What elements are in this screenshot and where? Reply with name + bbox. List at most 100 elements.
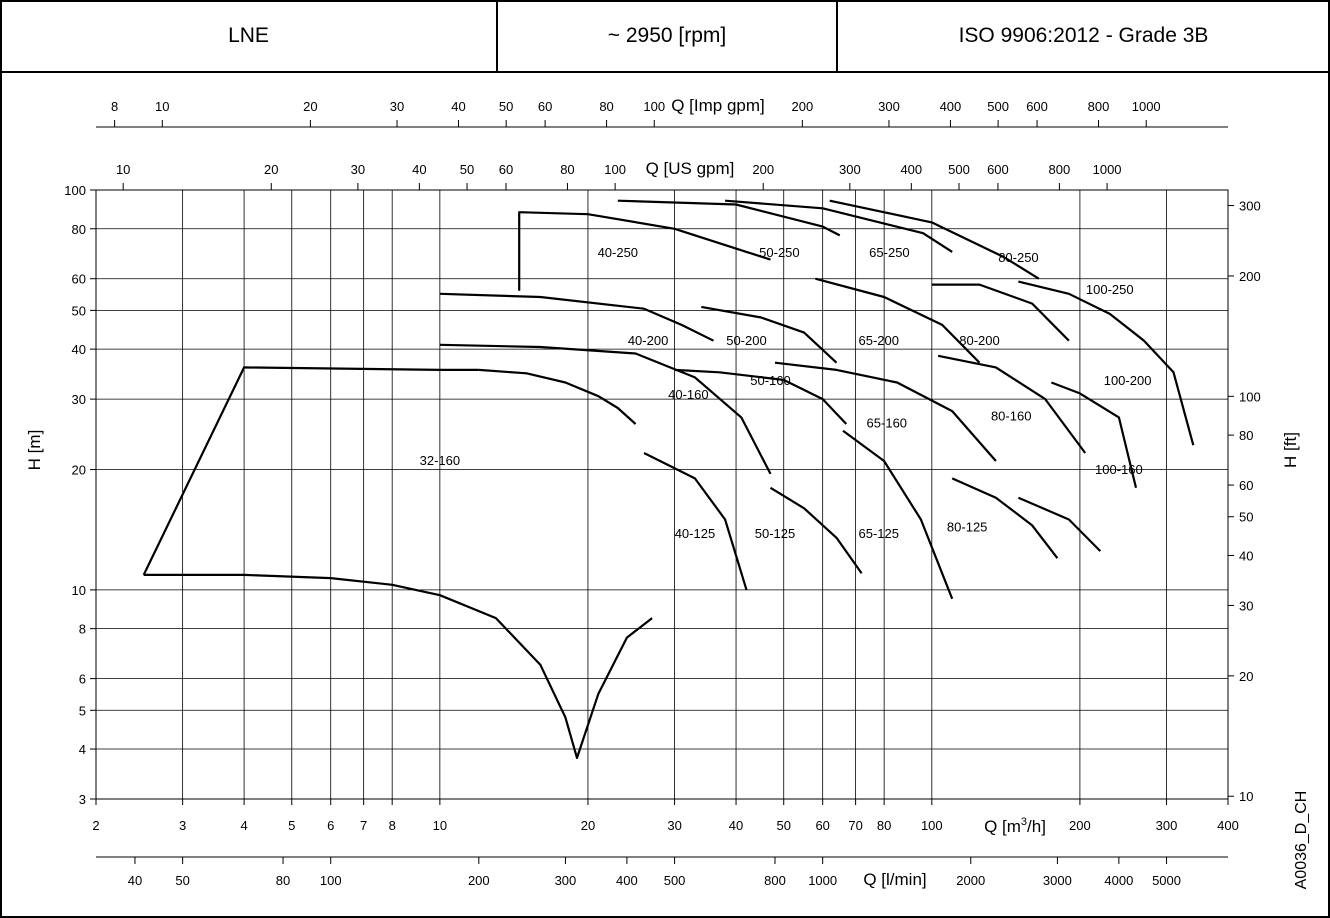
lmin-tick-label: 40: [128, 873, 142, 888]
lmin-axis-label: Q [l/min]: [863, 870, 926, 889]
pump-curve: [1018, 280, 1195, 446]
pump-model-label: 50-250: [759, 245, 799, 260]
pump-model-label: 40-200: [628, 333, 668, 348]
y2-tick-label: 100: [1239, 389, 1261, 404]
x-tick-label: 7: [360, 818, 367, 833]
x-tick-label: 80: [877, 818, 891, 833]
y-tick-label: 80: [72, 222, 86, 237]
pump-curve: [931, 283, 1070, 342]
x-tick-label: 8: [389, 818, 396, 833]
y-tick-label: 4: [79, 742, 86, 757]
x-tick-label: 70: [848, 818, 862, 833]
pump-model-label: 65-250: [869, 245, 909, 260]
y-tick-label: 8: [79, 622, 86, 637]
y-tick-label: 100: [64, 183, 86, 198]
y2-tick-label: 10: [1239, 789, 1253, 804]
pump-curve: [617, 199, 841, 237]
pump-curve: [1051, 381, 1138, 489]
pump-curve: [815, 277, 981, 364]
pump-curve: [439, 343, 772, 475]
impgpm-tick-label: 8: [111, 99, 118, 114]
impgpm-tick-label: 800: [1088, 99, 1110, 114]
pump-curve: [842, 429, 954, 600]
lmin-tick-label: 1000: [808, 873, 837, 888]
usgpm-tick-label: 400: [900, 162, 922, 177]
impgpm-tick-label: 80: [599, 99, 613, 114]
x-axis-label: Q [m3/h]: [984, 816, 1046, 836]
x-tick-label: 5: [288, 818, 295, 833]
y-tick-label: 20: [72, 463, 86, 478]
model-label: LNE: [228, 24, 269, 47]
pump-model-label: 100-200: [1104, 373, 1152, 388]
pump-curve: [725, 199, 953, 253]
impgpm-tick-label: 500: [987, 99, 1009, 114]
pump-curve: [439, 292, 714, 342]
x-tick-label: 20: [581, 818, 595, 833]
pump-model-label: 65-125: [858, 526, 898, 541]
impgpm-tick-label: 20: [303, 99, 317, 114]
pump-model-label: 80-200: [959, 333, 999, 348]
plot-area: [95, 189, 1229, 800]
usgpm-tick-label: 10: [116, 162, 130, 177]
x-tick-label: 2: [92, 818, 99, 833]
lmin-tick-label: 300: [555, 873, 577, 888]
x-tick-label: 60: [815, 818, 829, 833]
y2-tick-label: 300: [1239, 199, 1261, 214]
pump-model-label: 80-125: [947, 519, 987, 534]
pump-model-label: 50-200: [726, 333, 766, 348]
lmin-tick-label: 5000: [1152, 873, 1181, 888]
lmin-tick-label: 200: [468, 873, 490, 888]
usgpm-tick-label: 500: [948, 162, 970, 177]
pump-model-label: 32-160: [420, 453, 460, 468]
pump-curve: [701, 305, 838, 364]
y-tick-label: 30: [72, 392, 86, 407]
x-tick-label: 4: [240, 818, 247, 833]
impgpm-tick-label: 1000: [1132, 99, 1161, 114]
impgpm-tick-label: 200: [791, 99, 813, 114]
pump-curve: [774, 361, 997, 462]
impgpm-tick-label: 60: [538, 99, 552, 114]
pump-curve: [518, 211, 771, 291]
y-axis-label: H [m]: [25, 430, 44, 471]
y2-tick-label: 20: [1239, 669, 1253, 684]
pump-model-label: 100-250: [1086, 282, 1134, 297]
x-tick-label: 6: [327, 818, 334, 833]
y2-tick-label: 80: [1239, 428, 1253, 443]
usgpm-tick-label: 100: [604, 162, 626, 177]
x-tick-label: 200: [1069, 818, 1091, 833]
impgpm-tick-label: 30: [390, 99, 404, 114]
y2-tick-label: 60: [1239, 478, 1253, 493]
pump-curve: [1017, 496, 1102, 552]
lmin-tick-label: 80: [276, 873, 290, 888]
lmin-tick-label: 2000: [956, 873, 985, 888]
y-tick-label: 3: [79, 792, 86, 807]
x-tick-label: 3: [179, 818, 186, 833]
usgpm-tick-label: 60: [499, 162, 513, 177]
impgpm-tick-label: 40: [451, 99, 465, 114]
lmin-tick-label: 50: [175, 873, 189, 888]
impgpm-tick-label: 600: [1026, 99, 1048, 114]
y2-tick-label: 40: [1239, 548, 1253, 563]
usgpm-tick-label: 300: [839, 162, 861, 177]
lmin-tick-label: 500: [664, 873, 686, 888]
usgpm-axis-label: Q [US gpm]: [646, 159, 735, 178]
lmin-tick-label: 800: [764, 873, 786, 888]
pump-curve: [769, 486, 863, 574]
pump-model-label: 100-160: [1095, 462, 1143, 477]
pump-curve: [674, 368, 848, 425]
pump-curve: [951, 477, 1059, 559]
x-tick-label: 300: [1156, 818, 1178, 833]
y-tick-label: 6: [79, 672, 86, 687]
y2-tick-label: 200: [1239, 269, 1261, 284]
pump-model-label: 65-200: [858, 333, 898, 348]
usgpm-tick-label: 200: [752, 162, 774, 177]
speed-label: ~ 2950 [rpm]: [607, 24, 727, 47]
x-tick-label: 100: [921, 818, 943, 833]
pump-model-label: 65-160: [867, 415, 907, 430]
pump-model-label: 80-160: [991, 409, 1031, 424]
y2-tick-label: 50: [1239, 510, 1253, 525]
standard-label: ISO 9906:2012 - Grade 3B: [958, 24, 1209, 47]
pump-model-label: 40-160: [668, 387, 708, 402]
